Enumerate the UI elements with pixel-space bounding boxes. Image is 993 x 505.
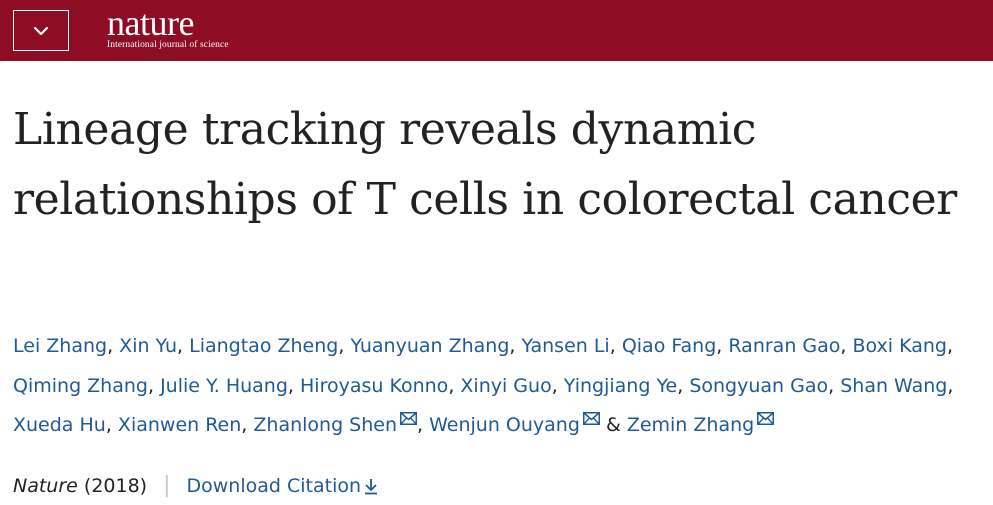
article-title: Lineage tracking reveals dynamic relatio…	[13, 104, 957, 225]
journal-name: Nature	[13, 475, 78, 497]
author-separator: ,	[677, 374, 690, 397]
brand-wordmark: nature	[107, 3, 194, 43]
envelope-icon[interactable]	[400, 412, 418, 425]
nature-logo[interactable]: nature International journal of science	[107, 5, 229, 50]
author-link[interactable]: Liangtao Zheng	[189, 335, 339, 357]
author-separator: ,	[417, 414, 430, 436]
citation-meta: Nature (2018) | Download Citation	[13, 472, 378, 500]
author-separator: ,	[609, 335, 622, 357]
author-separator: &	[599, 414, 627, 436]
author-separator: ,	[716, 335, 729, 357]
author-separator: ,	[828, 374, 841, 397]
author-link[interactable]: Xinyi Guo	[460, 374, 552, 397]
author-link[interactable]: Songyuan Gao	[689, 374, 829, 397]
author-link[interactable]: Lei Zhang	[13, 335, 108, 357]
site-header: nature International journal of science	[0, 0, 993, 61]
envelope-icon[interactable]	[757, 412, 775, 425]
author-link[interactable]: Yingjiang Ye	[563, 374, 678, 397]
author-link[interactable]: Ranran Gao	[728, 335, 841, 357]
author-separator: ,	[107, 335, 120, 357]
author-link[interactable]: Qiao Fang	[621, 335, 717, 357]
author-link[interactable]: Julie Y. Huang	[160, 374, 288, 397]
meta-separator: |	[163, 473, 171, 498]
publication-year: (2018)	[83, 475, 148, 497]
author-separator: ,	[177, 335, 190, 357]
author-link[interactable]: Xianwen Ren	[117, 414, 242, 436]
author-separator: ,	[551, 374, 564, 397]
author-separator: ,	[840, 335, 853, 357]
author-link[interactable]: Xueda Hu	[13, 414, 106, 436]
envelope-icon[interactable]	[582, 412, 600, 425]
author-link[interactable]: Qiming Zhang	[13, 374, 148, 397]
download-citation-label: Download Citation	[186, 475, 362, 497]
author-separator: ,	[509, 335, 522, 357]
author-list: Lei Zhang, Xin Yu, Liangtao Zheng, Yuany…	[13, 327, 988, 446]
author-separator: ,	[947, 335, 954, 357]
author-link[interactable]: Boxi Kang	[852, 335, 947, 357]
author-separator: ,	[947, 374, 954, 397]
brand-tagline: International journal of science	[107, 40, 229, 50]
author-link[interactable]: Shan Wang	[840, 374, 948, 397]
author-link[interactable]: Wenjun Ouyang	[429, 414, 580, 436]
author-link[interactable]: Hiroyasu Konno	[300, 374, 449, 397]
author-link[interactable]: Yuanyuan Zhang	[350, 335, 510, 357]
author-link[interactable]: Zhanlong Shen	[253, 414, 398, 436]
author-link[interactable]: Yansen Li	[521, 335, 610, 357]
download-citation-link[interactable]: Download Citation	[187, 472, 379, 500]
author-separator: ,	[105, 414, 118, 436]
menu-toggle-button[interactable]	[13, 10, 69, 51]
author-separator: ,	[241, 414, 254, 436]
download-arrow-icon	[364, 477, 378, 495]
author-separator: ,	[147, 374, 161, 397]
author-separator: ,	[338, 335, 351, 357]
author-link[interactable]: Xin Yu	[119, 335, 178, 357]
author-separator: ,	[448, 374, 461, 397]
author-separator: ,	[287, 374, 300, 397]
chevron-down-icon	[33, 21, 49, 40]
author-link[interactable]: Zemin Zhang	[626, 414, 755, 436]
